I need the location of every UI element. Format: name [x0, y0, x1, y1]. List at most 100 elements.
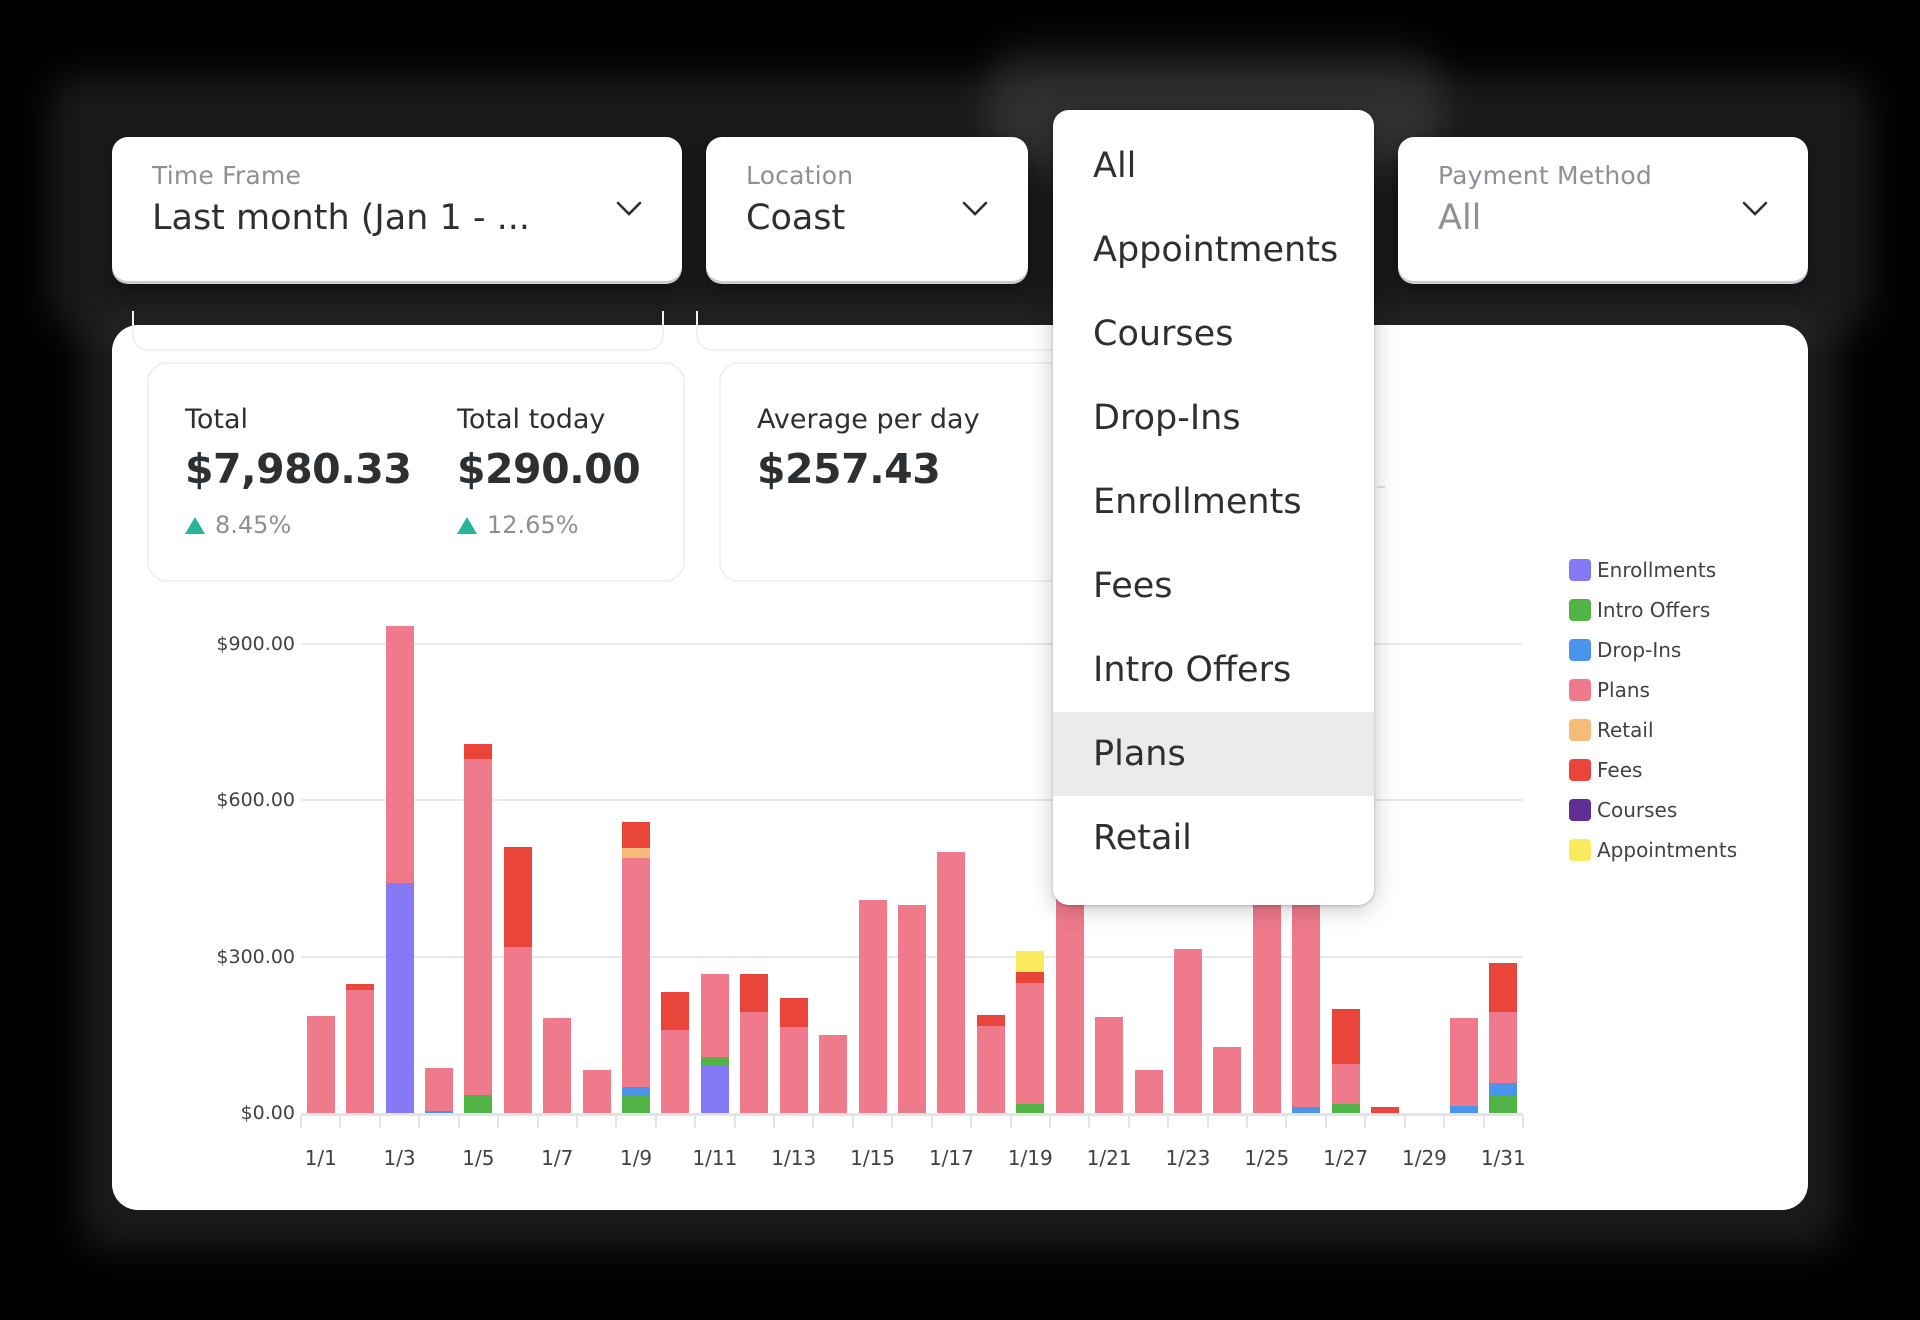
x-axis-tick — [1324, 1116, 1327, 1128]
legend-item-courses[interactable]: Courses — [1569, 790, 1737, 830]
bar-1-9[interactable] — [622, 822, 651, 1113]
bar-1-4[interactable] — [424, 1067, 453, 1113]
dropdown-option-all[interactable]: All — [1093, 146, 1137, 186]
bar-1-20[interactable] — [1055, 873, 1084, 1113]
bar-segment-fees — [464, 744, 493, 760]
bar-segment-drop-ins — [622, 1086, 651, 1095]
legend-label: Retail — [1597, 718, 1654, 742]
x-axis-tick — [1088, 1116, 1091, 1128]
bar-segment-plans — [858, 899, 887, 1113]
legend-item-intro-offers[interactable]: Intro Offers — [1569, 590, 1737, 630]
bar-1-25[interactable] — [1252, 894, 1281, 1113]
bar-1-22[interactable] — [1134, 1070, 1163, 1113]
bar-segment-plans — [1292, 893, 1321, 1107]
legend-item-drop-ins[interactable]: Drop-Ins — [1569, 630, 1737, 670]
y-axis-label: $300.00 — [216, 945, 295, 968]
dropdown-option-intro-offers[interactable]: Intro Offers — [1093, 650, 1292, 690]
x-axis-label: 1/21 — [1086, 1146, 1132, 1170]
bar-1-28[interactable] — [1371, 1107, 1400, 1113]
x-axis-tick — [773, 1116, 776, 1128]
bar-1-19[interactable] — [1016, 950, 1045, 1113]
x-axis-tick — [930, 1116, 933, 1128]
dropdown-option-retail[interactable]: Retail — [1093, 818, 1192, 858]
bar-1-18[interactable] — [976, 1015, 1005, 1113]
dropdown-option-enrollments[interactable]: Enrollments — [1093, 482, 1302, 522]
bar-1-15[interactable] — [858, 899, 887, 1113]
revenue-panel: Total $7,980.33 8.45% Total today $290.0… — [112, 311, 1808, 1210]
bar-1-1[interactable] — [306, 1015, 335, 1113]
bar-1-10[interactable] — [661, 991, 690, 1113]
bar-segment-plans — [1449, 1017, 1478, 1107]
x-axis — [301, 1113, 1523, 1116]
bar-1-5[interactable] — [464, 744, 493, 1113]
legend-item-enrollments[interactable]: Enrollments — [1569, 550, 1737, 590]
payment-method-filter[interactable]: Payment Method All — [1398, 137, 1808, 281]
bar-1-13[interactable] — [779, 998, 808, 1113]
bar-segment-drop-ins — [1489, 1082, 1518, 1096]
bar-segment-plans — [898, 905, 926, 1113]
bar-segment-plans — [976, 1025, 1005, 1113]
bar-1-23[interactable] — [1173, 949, 1202, 1113]
bar-1-11[interactable] — [700, 973, 729, 1113]
background-card — [132, 311, 664, 351]
bar-1-27[interactable] — [1331, 1009, 1360, 1113]
bar-1-2[interactable] — [346, 984, 375, 1113]
dropdown-option-plans[interactable]: Plans — [1053, 712, 1374, 796]
x-axis-label: 1/1 — [304, 1146, 337, 1170]
bar-segment-plans — [1134, 1070, 1163, 1113]
bar-segment-plans — [306, 1015, 335, 1113]
x-axis-tick — [536, 1116, 539, 1128]
bar-segment-enrollments — [700, 1065, 729, 1113]
bar-segment-plans — [582, 1070, 611, 1113]
legend-item-fees[interactable]: Fees — [1569, 750, 1737, 790]
legend-label: Courses — [1597, 798, 1678, 822]
bar-1-8[interactable] — [582, 1070, 611, 1113]
legend-label: Appointments — [1597, 838, 1738, 862]
legend-swatch-icon — [1569, 599, 1591, 621]
x-axis-label: 1/9 — [619, 1146, 653, 1170]
x-axis-tick — [891, 1116, 894, 1128]
dropdown-option-drop-ins[interactable]: Drop-Ins — [1093, 398, 1241, 438]
bar-1-6[interactable] — [503, 847, 532, 1113]
bar-1-3[interactable] — [385, 625, 414, 1113]
legend-label: Fees — [1597, 758, 1643, 782]
bar-1-26[interactable] — [1292, 893, 1321, 1113]
legend-item-plans[interactable]: Plans — [1569, 670, 1737, 710]
legend-item-appointments[interactable]: Appointments — [1569, 830, 1737, 870]
bar-segment-plans — [346, 989, 375, 1113]
bar-1-7[interactable] — [543, 1018, 572, 1113]
bar-segment-plans — [1252, 894, 1281, 1113]
bar-1-16[interactable] — [898, 905, 926, 1113]
bar-1-14[interactable] — [819, 1034, 848, 1113]
x-axis-tick — [1009, 1116, 1012, 1128]
total-today-stat: Total today $290.00 12.65% — [457, 404, 641, 539]
bar-1-31[interactable] — [1489, 963, 1518, 1113]
bar-1-12[interactable] — [740, 973, 769, 1113]
bar-segment-plans — [1489, 1012, 1518, 1083]
bar-segment-fees — [976, 1015, 1005, 1026]
trend-up-icon — [185, 516, 205, 534]
time-frame-label: Time Frame — [152, 161, 302, 190]
bar-segment-fees — [1331, 1009, 1360, 1064]
location-filter[interactable]: Location Coast — [706, 137, 1028, 281]
bar-segment-plans — [464, 759, 493, 1095]
bar-1-30[interactable] — [1449, 1017, 1478, 1113]
dropdown-option-fees[interactable]: Fees — [1093, 566, 1173, 606]
chevron-down-icon — [1742, 201, 1768, 216]
dropdown-option-appointments[interactable]: Appointments — [1093, 230, 1339, 270]
bar-1-21[interactable] — [1095, 1017, 1124, 1113]
bar-1-17[interactable] — [937, 851, 966, 1113]
bar-segment-fees — [779, 998, 808, 1027]
bar-segment-plans — [1016, 982, 1045, 1104]
bar-segment-fees — [1371, 1107, 1400, 1113]
legend-swatch-icon — [1569, 679, 1591, 701]
location-value: Coast — [746, 198, 846, 238]
bar-segment-drop-ins — [1449, 1106, 1478, 1113]
total-change: 8.45% — [185, 511, 411, 539]
legend-item-retail[interactable]: Retail — [1569, 710, 1737, 750]
time-frame-filter[interactable]: Time Frame Last month (Jan 1 - ... — [112, 137, 682, 281]
bar-1-24[interactable] — [1213, 1046, 1242, 1113]
divider — [1377, 486, 1385, 488]
bar-segment-plans — [937, 851, 966, 1113]
dropdown-option-courses[interactable]: Courses — [1093, 314, 1234, 354]
